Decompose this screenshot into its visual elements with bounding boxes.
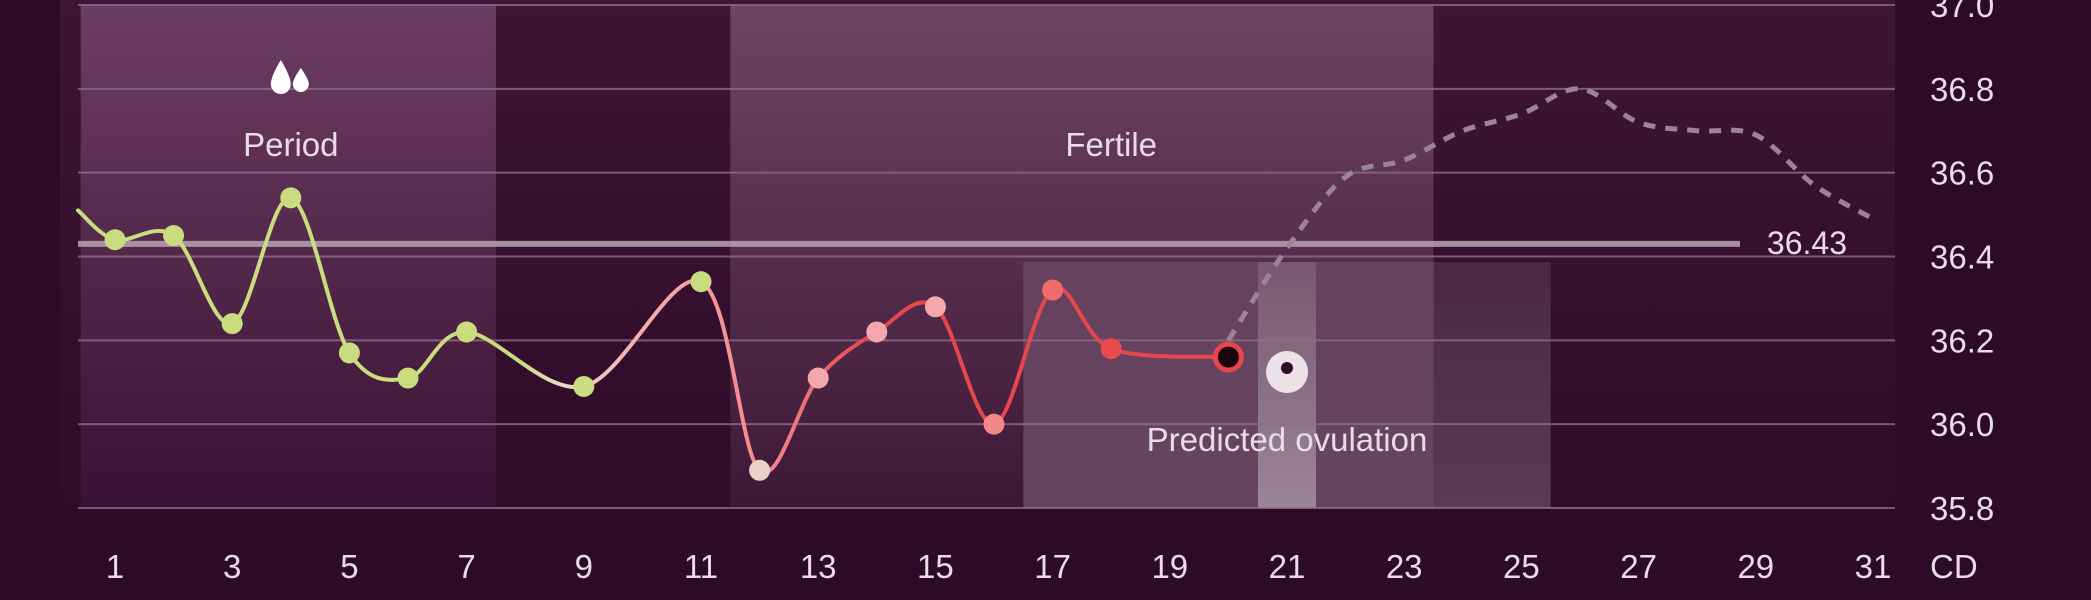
x-unit-label: CD bbox=[1930, 548, 1978, 585]
coverline-label: 36.43 bbox=[1767, 225, 1847, 261]
temperature-point[interactable] bbox=[280, 187, 302, 209]
y-tick-label: 36.6 bbox=[1930, 155, 1994, 192]
today-temperature-point[interactable] bbox=[1212, 341, 1244, 373]
y-axis: 35.8 36.0 36.2 36.4 36.6 36.8 37.0 bbox=[1930, 0, 1994, 527]
x-tick-label: 11 bbox=[684, 548, 718, 585]
temperature-point[interactable] bbox=[338, 342, 360, 364]
temperature-point[interactable] bbox=[397, 367, 419, 389]
predicted-temperature-line bbox=[1226, 86, 1875, 342]
y-tick-label: 36.8 bbox=[1930, 71, 1994, 108]
x-tick-label: 25 bbox=[1503, 548, 1540, 585]
period-label: Period bbox=[243, 126, 338, 163]
x-tick-label: 27 bbox=[1620, 548, 1657, 585]
x-tick-label: 17 bbox=[1034, 548, 1071, 585]
x-tick-label: 1 bbox=[106, 548, 124, 585]
x-tick-label: 29 bbox=[1737, 548, 1774, 585]
temperature-point[interactable] bbox=[163, 225, 185, 247]
x-tick-label: 13 bbox=[800, 548, 837, 585]
temperature-point[interactable] bbox=[1100, 338, 1122, 360]
coverline: 36.43 bbox=[78, 225, 1847, 261]
x-tick-label: 23 bbox=[1386, 548, 1423, 585]
y-tick-label: 36.2 bbox=[1930, 322, 1994, 359]
x-axis: 1 3 5 7 9 11 13 15 17 19 21 23 25 27 29 31 CD bbox=[106, 548, 1978, 585]
egg-icon bbox=[1266, 351, 1308, 393]
blood-drops-icon bbox=[270, 60, 309, 94]
x-tick-label: 21 bbox=[1269, 548, 1306, 585]
x-tick-label: 15 bbox=[917, 548, 954, 585]
y-tick-label: 35.8 bbox=[1930, 490, 1994, 527]
temperature-points bbox=[104, 187, 1244, 481]
temperature-point[interactable] bbox=[221, 313, 243, 335]
temperature-point[interactable] bbox=[690, 271, 712, 293]
temperature-point[interactable] bbox=[104, 229, 126, 251]
x-tick-label: 7 bbox=[457, 548, 475, 585]
x-tick-label: 3 bbox=[223, 548, 241, 585]
temperature-point[interactable] bbox=[924, 296, 946, 318]
phase-labels: Period Fertile Predicted ovulation bbox=[243, 60, 1427, 458]
temperature-point[interactable] bbox=[749, 459, 771, 481]
y-tick-label: 36.0 bbox=[1930, 406, 1994, 443]
x-tick-label: 9 bbox=[575, 548, 593, 585]
x-tick-label: 31 bbox=[1855, 548, 1892, 585]
fertile-label: Fertile bbox=[1065, 126, 1157, 163]
temperature-point[interactable] bbox=[807, 367, 829, 389]
x-tick-label: 5 bbox=[340, 548, 358, 585]
predicted-ovulation-label: Predicted ovulation bbox=[1147, 421, 1428, 458]
x-tick-label: 19 bbox=[1151, 548, 1188, 585]
y-tick-label: 36.4 bbox=[1930, 239, 1994, 276]
temperature-point[interactable] bbox=[456, 321, 478, 343]
y-tick-label: 37.0 bbox=[1930, 0, 1994, 24]
temperature-point[interactable] bbox=[983, 413, 1005, 435]
temperature-point[interactable] bbox=[1042, 279, 1064, 301]
temperature-point[interactable] bbox=[866, 321, 888, 343]
temperature-point[interactable] bbox=[573, 375, 595, 397]
